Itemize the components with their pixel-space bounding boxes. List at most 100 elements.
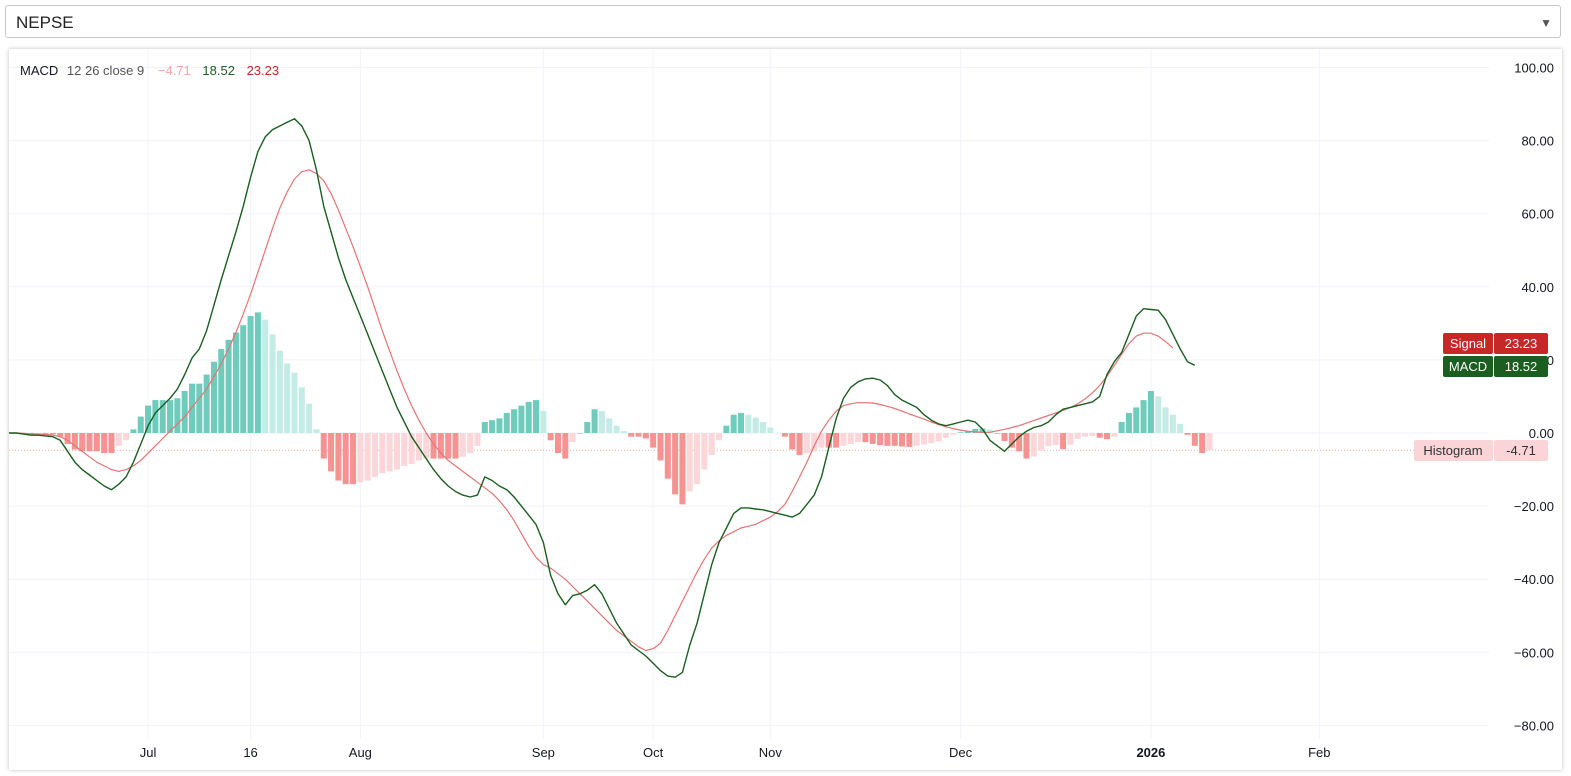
histogram-bar [701, 433, 708, 470]
histogram-bar [847, 433, 854, 444]
histogram-bar [730, 414, 737, 433]
histogram-bar [467, 433, 474, 454]
histogram-bar [57, 433, 64, 437]
histogram-bar [935, 433, 942, 442]
histogram-bar [459, 433, 466, 457]
histogram-bar [335, 433, 342, 481]
histogram-bar [781, 433, 788, 437]
price-axis[interactable]: 100.0080.0060.0040.0020.000.00−20.00−40.… [1514, 61, 1554, 734]
histogram-bar [225, 339, 232, 433]
histogram-bar [247, 316, 254, 433]
histogram-bar [137, 416, 144, 433]
x-tick-label: Jul [140, 745, 157, 760]
chevron-down-icon[interactable]: ▼ [1540, 16, 1552, 30]
signal-series [9, 169, 1174, 652]
histogram-bar [620, 431, 627, 433]
histogram-bar [547, 433, 554, 441]
histogram-bar [71, 433, 78, 450]
macd-line [9, 118, 1196, 678]
histogram-bar [518, 405, 525, 433]
histogram-bar [1103, 433, 1111, 440]
histogram-bar [306, 403, 313, 433]
histogram-bar [796, 433, 803, 455]
y-tick-label: −40.00 [1514, 572, 1554, 587]
histogram-bar [869, 433, 876, 444]
histogram-bar [1177, 423, 1184, 433]
histogram-bar [1199, 433, 1206, 454]
histogram-bar [1052, 433, 1059, 446]
legend-params: 12 26 close 9 [67, 63, 144, 78]
histogram-badge-label: Histogram [1423, 443, 1482, 458]
histogram-bar [474, 433, 481, 446]
histogram-bar [254, 312, 261, 433]
y-tick-label: 0.00 [1529, 426, 1554, 441]
histogram-bar [298, 387, 305, 433]
histogram-bar [1067, 433, 1074, 445]
histogram-bar [393, 433, 400, 470]
histogram-bar [1038, 433, 1045, 451]
histogram-bar [218, 348, 225, 433]
histogram-bar [350, 433, 357, 485]
macd-badge: MACD 18.52 [1443, 356, 1548, 377]
histogram-bar [642, 433, 649, 439]
histogram-bar [672, 433, 679, 495]
macd-badge-label: MACD [1449, 359, 1487, 374]
histogram-bar [342, 433, 349, 485]
histogram-bar [379, 433, 386, 474]
macd-chart-panel[interactable]: 100.0080.0060.0040.0020.000.00−20.00−40.… [9, 49, 1562, 770]
histogram-bar [1191, 433, 1198, 446]
histogram-bar [174, 398, 181, 433]
histogram-bar [269, 334, 276, 433]
symbol-select[interactable]: NEPSE ▼ [5, 5, 1561, 38]
histogram-bar [196, 383, 203, 433]
histogram-bar [423, 433, 430, 459]
legend-name: MACD [20, 63, 58, 78]
histogram-bar [562, 433, 569, 459]
histogram-bar [708, 433, 715, 455]
histogram-bar [167, 400, 174, 433]
histogram-bar [979, 428, 986, 433]
y-tick-label: −80.00 [1514, 718, 1554, 733]
macd-chart[interactable]: 100.0080.0060.0040.0020.000.00−20.00−40.… [9, 49, 1562, 770]
histogram-bar [686, 433, 693, 492]
y-tick-label: −60.00 [1514, 645, 1554, 660]
histogram-bar [123, 433, 130, 441]
histogram-bar [115, 433, 122, 446]
histogram-badge: Histogram -4.71 [1414, 440, 1548, 461]
histogram-bar [291, 372, 298, 433]
histogram-bar [1125, 412, 1132, 433]
x-tick-label: Aug [349, 745, 372, 760]
macd-badge-label-bg [1443, 356, 1493, 377]
histogram-bar [430, 433, 437, 459]
histogram-bar [811, 433, 818, 452]
indicator-legend[interactable]: MACD 12 26 close 9 −4.71 18.52 23.23 [20, 63, 279, 78]
histogram-bar [130, 429, 137, 433]
histogram-bar [957, 432, 964, 433]
histogram-bar [42, 433, 49, 435]
histogram-bar [262, 319, 269, 433]
histogram-bar [1008, 433, 1015, 448]
histogram-bar [694, 433, 701, 485]
histogram-bar [913, 433, 920, 446]
y-tick-label: −20.00 [1514, 499, 1554, 514]
histogram-bar [613, 425, 620, 433]
signal-badge-label: Signal [1450, 336, 1486, 351]
histogram-bar [1118, 422, 1125, 433]
macd-badge-value-bg [1494, 356, 1548, 377]
histogram-bar [313, 429, 320, 433]
histogram-bar [1184, 433, 1191, 435]
histogram-bar [284, 363, 291, 433]
histogram-bar [203, 374, 210, 433]
histogram-bar [862, 433, 869, 443]
histogram-bar [1111, 433, 1118, 437]
signal-line [9, 169, 1174, 652]
histogram-bar [1206, 433, 1213, 451]
histogram-bar [840, 433, 847, 446]
time-axis[interactable]: Jul 16 Aug Sep Oct Nov Dec 2026 Feb [140, 745, 1331, 760]
histogram-bar [386, 433, 393, 472]
histogram-badge-value: -4.71 [1506, 443, 1536, 458]
histogram-bar [1155, 396, 1162, 433]
macd-badge-value: 18.52 [1505, 359, 1538, 374]
histogram-bar [101, 433, 108, 454]
histogram-bar [986, 429, 993, 433]
